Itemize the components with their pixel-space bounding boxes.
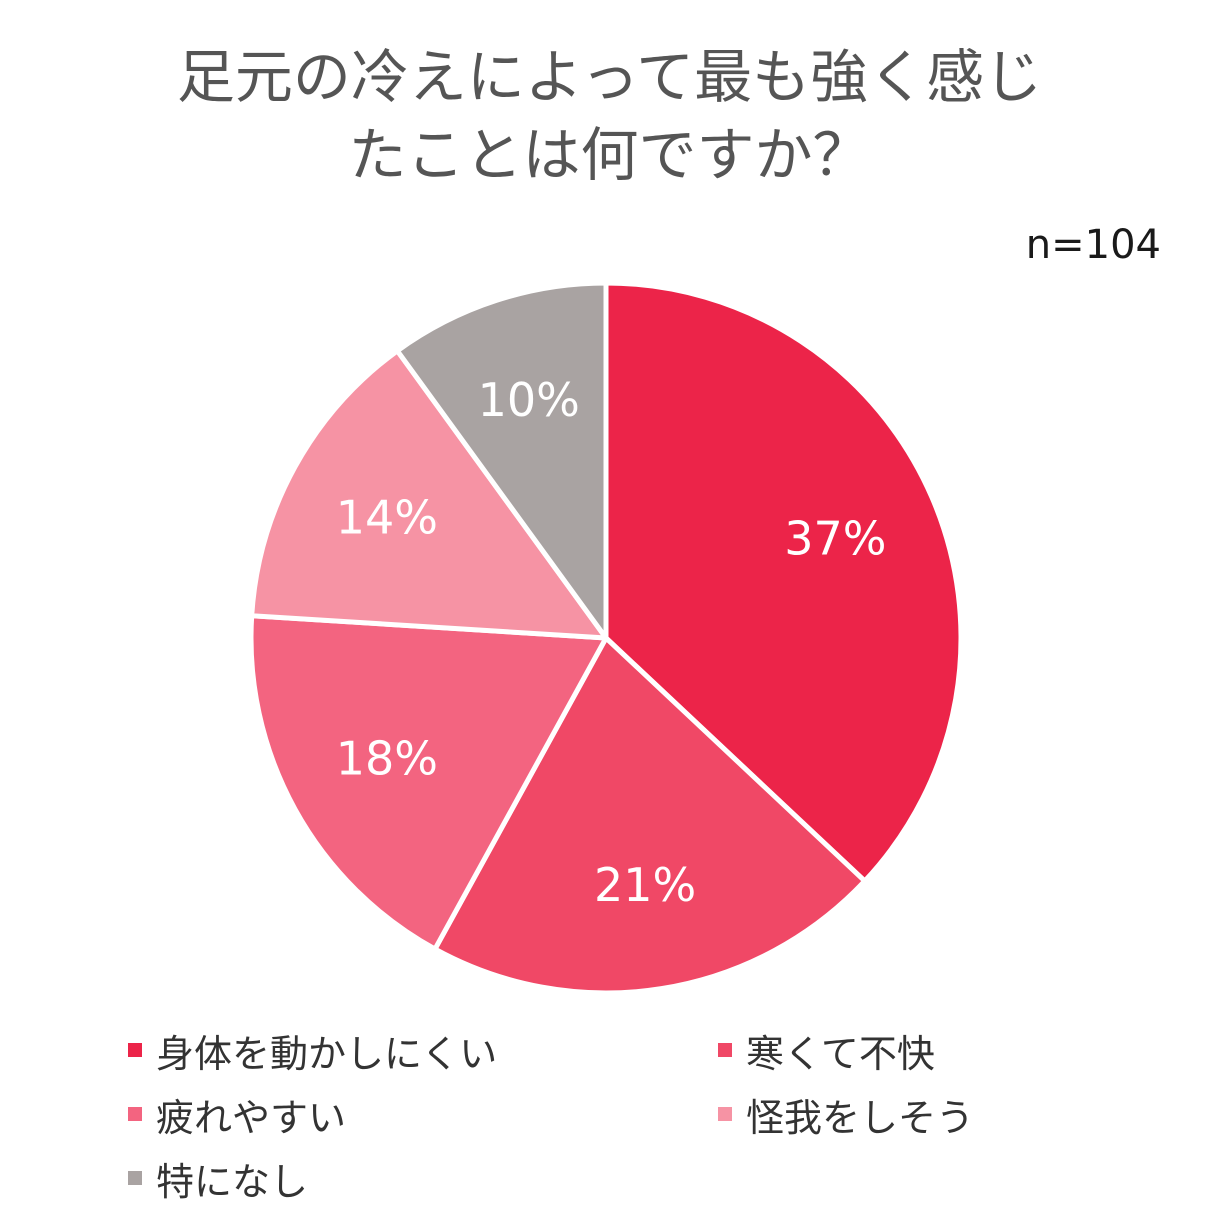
legend-item-4: 特になし — [128, 1150, 718, 1206]
legend-swatch-0 — [128, 1043, 142, 1057]
slice-label-1: 21% — [594, 858, 696, 912]
slice-label-0: 37% — [784, 512, 886, 566]
legend-item-1: 寒くて不快 — [718, 1022, 1088, 1078]
pie-slice-0 — [603, 280, 964, 884]
legend-swatch-1 — [718, 1043, 732, 1057]
slice-label-3: 14% — [336, 491, 438, 545]
legend-label-4: 特になし — [156, 1159, 309, 1204]
legend-item-0: 身体を動かしにくい — [128, 1022, 718, 1078]
legend-label-1: 寒くて不快 — [746, 1031, 935, 1076]
legend-swatch-2 — [128, 1107, 142, 1121]
legend-item-2: 疲れやすい — [128, 1086, 718, 1142]
legend: 身体を動かしにくい 寒くて不快 疲れやすい 怪我をしそう 特になし — [128, 1022, 1088, 1206]
slice-label-4: 10% — [478, 373, 580, 427]
slice-label-2: 18% — [336, 731, 438, 785]
legend-label-2: 疲れやすい — [156, 1095, 347, 1140]
legend-label-3: 怪我をしそう — [746, 1095, 975, 1140]
legend-item-3: 怪我をしそう — [718, 1086, 1088, 1142]
pie-slice-4 — [394, 280, 609, 641]
legend-swatch-4 — [128, 1171, 142, 1185]
pie-slice-1 — [432, 635, 868, 996]
legend-label-0: 身体を動かしにくい — [156, 1031, 498, 1076]
legend-swatch-3 — [718, 1107, 732, 1121]
chart-title-line-1: 足元の冷えによって最も強く感じ — [176, 43, 1043, 111]
chart-title-line-2: たことは何ですか？ — [348, 121, 871, 189]
sample-size: n=104 — [1025, 222, 1161, 268]
chart-title: 足元の冷えによって最も強く感じ たことは何ですか？ — [0, 38, 1219, 194]
pie-slice-2 — [248, 613, 609, 952]
pie-slice-3 — [249, 348, 609, 641]
